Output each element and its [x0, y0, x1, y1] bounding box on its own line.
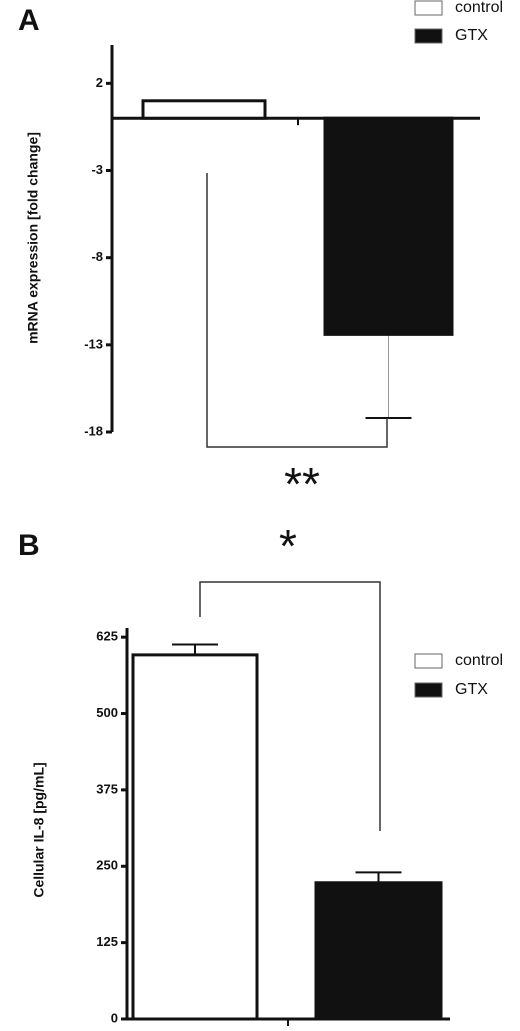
legend-label: control [455, 652, 503, 669]
y-tick-label: -18 [84, 423, 103, 438]
y-tick-label: 500 [96, 705, 118, 720]
y-tick-label: 2 [96, 75, 103, 90]
panel: B Cellular IL-8 [pg/mL] 0 125 250 375 500 625 co… [18, 520, 503, 1026]
error-bar [172, 643, 218, 655]
significance-annotation: ** [284, 458, 320, 510]
y-axis-title: mRNA expression [fold change] [25, 132, 41, 344]
panel-letter: A [18, 4, 40, 37]
bar [141, 99, 267, 120]
y-tick-label: 375 [96, 781, 118, 796]
legend-label: GTX [455, 27, 488, 44]
legend-swatch [414, 28, 443, 44]
panel-letter: B [18, 529, 40, 562]
y-tick-label: 625 [96, 629, 118, 644]
error-bar [365, 334, 412, 420]
y-tick-label: 250 [96, 858, 118, 873]
bar [131, 653, 259, 1021]
legend-swatch [414, 0, 443, 16]
y-tick-label: 125 [96, 934, 118, 949]
y-axis-title: Cellular IL-8 [pg/mL] [31, 762, 47, 897]
significance-bracket [206, 173, 388, 448]
bar [323, 116, 454, 336]
legend-swatch [414, 682, 443, 698]
significance-annotation: * [279, 520, 297, 572]
legend-label: GTX [455, 681, 488, 698]
error-bar [355, 871, 402, 883]
y-tick-label: -3 [91, 162, 103, 177]
y-tick-label: 0 [111, 1010, 118, 1025]
bar [314, 881, 443, 1021]
significance-bracket [199, 581, 381, 831]
legend-label: control [455, 0, 503, 16]
y-tick-label: -13 [84, 336, 103, 351]
legend-swatch [414, 653, 443, 669]
y-tick-label: -8 [91, 249, 103, 264]
